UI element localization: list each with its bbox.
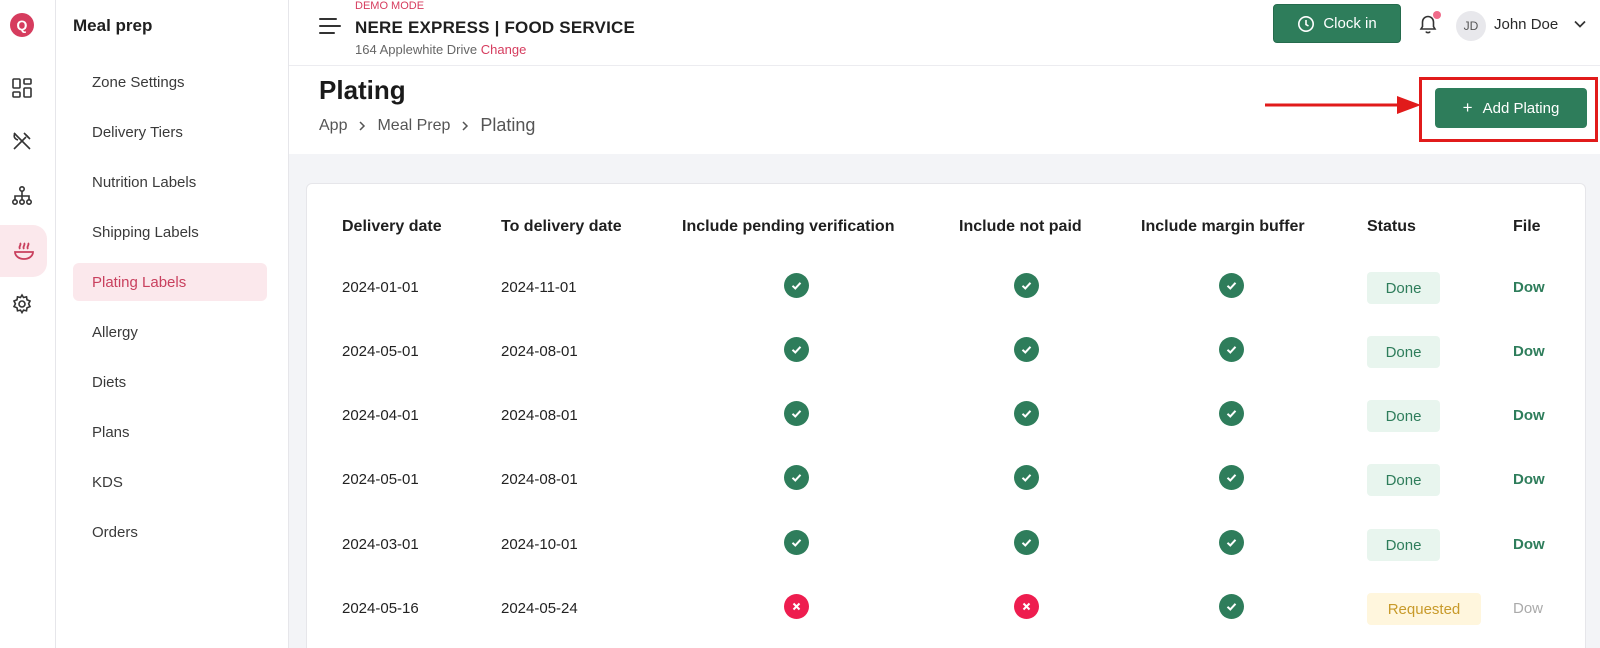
download-link[interactable]: Dow — [1513, 536, 1545, 553]
plating-table: Delivery date To delivery date Include p… — [306, 183, 1586, 648]
check-circle-icon — [1219, 337, 1244, 362]
cell-delivery-date: 2024-04-01 — [342, 407, 419, 424]
cell-to-delivery-date: 2024-05-24 — [501, 600, 578, 617]
sidebar-item-nutrition-labels[interactable]: Nutrition Labels — [92, 173, 197, 191]
cell-to-delivery-date: 2024-08-01 — [501, 407, 578, 424]
x-circle-icon — [1014, 594, 1039, 619]
app-logo[interactable]: Q — [10, 13, 34, 37]
check-circle-icon — [784, 273, 809, 298]
check-circle-icon — [1014, 337, 1039, 362]
check-circle-icon — [1014, 465, 1039, 490]
meal-prep-icon[interactable] — [0, 225, 47, 277]
check-circle-icon — [784, 337, 809, 362]
page-title: Plating — [319, 75, 406, 105]
chevron-down-icon[interactable] — [1573, 18, 1587, 30]
status-badge: Done — [1367, 400, 1440, 432]
sidebar-item-diets[interactable]: Diets — [92, 373, 127, 391]
column-header-status[interactable]: Status — [1367, 218, 1416, 235]
column-header-delivery-date[interactable]: Delivery date — [342, 218, 442, 235]
x-circle-icon — [784, 594, 809, 619]
annotation-highlight-box — [1419, 77, 1598, 142]
download-link[interactable]: Dow — [1513, 407, 1545, 424]
check-circle-icon — [784, 465, 809, 490]
download-link[interactable]: Dow — [1513, 279, 1545, 296]
change-address-link[interactable]: Change — [480, 42, 527, 57]
check-circle-icon — [1219, 465, 1244, 490]
cell-delivery-date: 2024-03-01 — [342, 536, 419, 553]
address-text: 164 Applewhite Drive — [355, 42, 478, 57]
sidebar-item-plans[interactable]: Plans — [92, 423, 130, 441]
user-name[interactable]: John Doe — [1494, 16, 1559, 33]
add-plating-button[interactable]: + Add Plating — [1435, 88, 1587, 128]
breadcrumb-current: Plating — [480, 115, 536, 135]
hierarchy-icon[interactable] — [0, 172, 44, 220]
download-link[interactable]: Dow — [1513, 343, 1545, 360]
page-header: Plating App Meal Prep Plating + Add Plat… — [289, 66, 1600, 154]
clock-in-label: Clock in — [1323, 15, 1377, 32]
column-header-pending-verification[interactable]: Include pending verification — [682, 218, 895, 235]
check-circle-icon — [1014, 401, 1039, 426]
utensils-icon[interactable] — [0, 117, 44, 165]
store-address: 164 Applewhite Drive Change — [355, 42, 526, 57]
chevron-right-icon — [359, 120, 366, 131]
dashboard-icon[interactable] — [0, 64, 44, 112]
cell-to-delivery-date: 2024-10-01 — [501, 536, 578, 553]
notification-dot — [1433, 11, 1441, 19]
sidebar-title: Meal prep — [73, 16, 153, 35]
sidebar-item-allergy[interactable]: Allergy — [92, 323, 138, 341]
sidebar-item-kds[interactable]: KDS — [92, 473, 123, 491]
notification-bell-icon[interactable] — [1417, 11, 1441, 38]
check-circle-icon — [1014, 273, 1039, 298]
breadcrumb-app[interactable]: App — [319, 116, 348, 134]
company-name: NERE EXPRESS | FOOD SERVICE — [355, 18, 636, 37]
breadcrumb-meal-prep[interactable]: Meal Prep — [377, 116, 451, 134]
download-link[interactable]: Dow — [1513, 471, 1545, 488]
status-badge: Requested — [1367, 593, 1481, 625]
top-header: DEMO MODE NERE EXPRESS | FOOD SERVICE 16… — [289, 0, 1600, 66]
cell-to-delivery-date: 2024-08-01 — [501, 471, 578, 488]
sidebar-item-zone-settings[interactable]: Zone Settings — [92, 73, 185, 91]
check-circle-icon — [1014, 530, 1039, 555]
column-header-to-delivery-date[interactable]: To delivery date — [501, 218, 622, 235]
clock-in-button[interactable]: Clock in — [1273, 4, 1401, 43]
check-circle-icon — [784, 401, 809, 426]
column-header-not-paid[interactable]: Include not paid — [959, 218, 1082, 235]
sidebar-item-orders[interactable]: Orders — [92, 523, 138, 541]
cell-delivery-date: 2024-05-01 — [342, 343, 419, 360]
cell-to-delivery-date: 2024-08-01 — [501, 343, 578, 360]
status-badge: Done — [1367, 529, 1440, 561]
add-plating-label: Add Plating — [1482, 99, 1560, 117]
annotation-arrow — [1265, 96, 1421, 114]
check-circle-icon — [1219, 530, 1244, 555]
sidebar-item-shipping-labels[interactable]: Shipping Labels — [92, 223, 199, 241]
status-badge: Done — [1367, 336, 1440, 368]
check-circle-icon — [784, 530, 809, 555]
column-header-margin-buffer[interactable]: Include margin buffer — [1141, 218, 1305, 235]
chevron-right-icon — [462, 120, 469, 131]
cell-delivery-date: 2024-05-16 — [342, 600, 419, 617]
clock-icon — [1298, 15, 1315, 32]
sidebar-item-delivery-tiers[interactable]: Delivery Tiers — [92, 123, 183, 141]
download-link[interactable]: Dow — [1513, 600, 1544, 617]
check-circle-icon — [1219, 273, 1244, 298]
icon-rail: Q — [0, 0, 56, 648]
plus-icon: + — [1462, 98, 1473, 117]
avatar[interactable]: JD — [1456, 11, 1486, 41]
sidebar-item-plating-labels[interactable]: Plating Labels — [73, 263, 267, 301]
breadcrumb: App Meal Prep Plating — [319, 115, 535, 136]
sidebar: Meal prep Zone Settings Delivery Tiers N… — [56, 0, 289, 648]
check-circle-icon — [1219, 401, 1244, 426]
menu-toggle-icon[interactable] — [319, 18, 341, 36]
demo-mode-label: DEMO MODE — [355, 0, 425, 12]
settings-icon[interactable] — [0, 280, 44, 328]
column-header-file[interactable]: File — [1513, 218, 1541, 235]
check-circle-icon — [1219, 594, 1244, 619]
status-badge: Done — [1367, 464, 1440, 496]
cell-delivery-date: 2024-05-01 — [342, 471, 419, 488]
cell-to-delivery-date: 2024-11-01 — [501, 279, 577, 296]
status-badge: Done — [1367, 272, 1440, 304]
cell-delivery-date: 2024-01-01 — [342, 279, 419, 296]
